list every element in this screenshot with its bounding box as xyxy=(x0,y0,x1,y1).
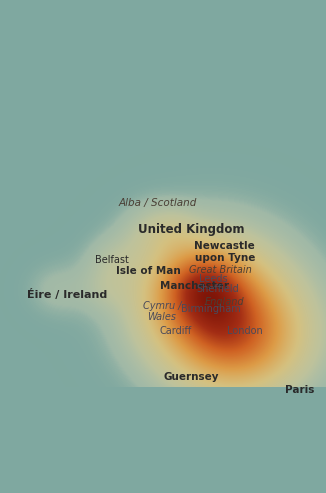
Text: United Kingdom: United Kingdom xyxy=(138,223,244,236)
Text: Belfast: Belfast xyxy=(96,255,129,265)
Text: London: London xyxy=(227,326,263,336)
Text: England: England xyxy=(205,297,244,307)
Text: Alba / Scotland: Alba / Scotland xyxy=(118,198,197,208)
Text: Great Britain: Great Britain xyxy=(189,265,252,275)
Text: Newcastle
upon Tyne: Newcastle upon Tyne xyxy=(194,241,255,263)
Text: Manchester: Manchester xyxy=(160,282,229,291)
Text: Guernsey: Guernsey xyxy=(163,372,219,382)
Text: Éire / Ireland: Éire / Ireland xyxy=(27,289,108,300)
Text: Leeds: Leeds xyxy=(199,274,228,284)
Text: Cardiff: Cardiff xyxy=(159,326,191,336)
Text: Paris: Paris xyxy=(286,386,315,395)
Text: Cymru /
Wales: Cymru / Wales xyxy=(143,301,181,322)
Text: Sheffield: Sheffield xyxy=(197,283,240,293)
Text: Birmingham: Birmingham xyxy=(182,304,241,314)
Text: Isle of Man: Isle of Man xyxy=(116,266,181,276)
